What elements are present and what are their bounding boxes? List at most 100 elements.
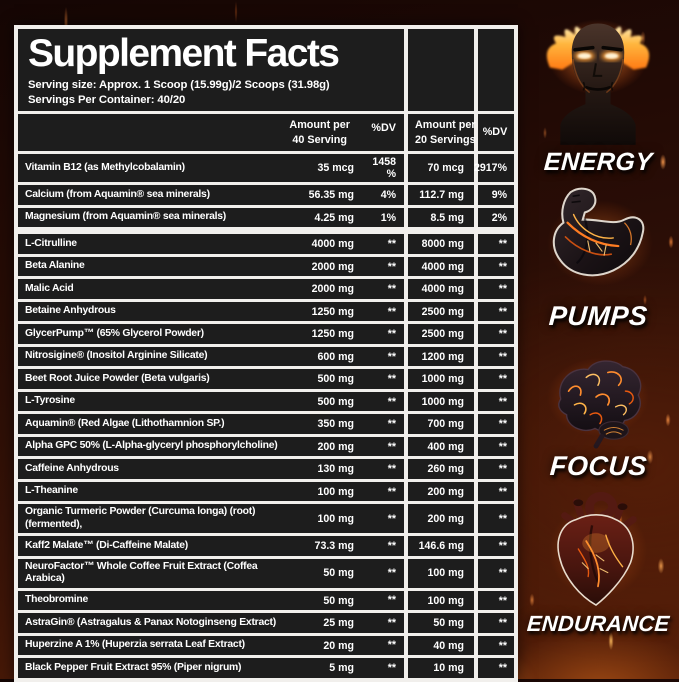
dv-per-40: ** (387, 418, 396, 430)
amount-per-40: 350 mg (317, 418, 354, 431)
dv-per-40: ** (387, 616, 396, 629)
ingredient-name: Magnesium (from Aquamin® sea minerals) (25, 211, 227, 223)
amount-per-20: 1000 mg (408, 391, 474, 412)
table-row: Calcium (from Aquamin® sea minerals) 56.… (18, 185, 514, 205)
benefit-focus: FOCUS (517, 347, 679, 482)
table-row: L-Citrulline 4000 mg ** 8000 mg ** (18, 234, 514, 254)
table-row: Aquamin® (Red Algae (Lithothamnion SP.) … (18, 414, 514, 434)
amount-per-20: 4000 mg (408, 279, 474, 299)
ingredient-name: Kaff2 Malate™ (Di-Caffeine Malate) (25, 539, 188, 551)
benefit-label-endurance: ENDURANCE (525, 611, 671, 636)
amount-per-20: 10 mg (408, 658, 474, 678)
amount-per-40: 73.3 mg (314, 540, 354, 553)
dv-per-20: ** (478, 504, 514, 534)
ingredient-name: L-Citrulline (25, 237, 77, 249)
table-row: Theobromine 50 mg ** 100 mg ** (18, 590, 514, 611)
dv-per-20: ** (478, 635, 514, 656)
header-box: Supplement Facts Serving size: Approx. 1… (18, 29, 404, 111)
amount-per-20: 40 mg (408, 635, 474, 656)
dv-per-20: ** (478, 391, 514, 412)
amount-per-40: 20 mg (323, 639, 354, 652)
dv-per-40: 4% (380, 189, 396, 201)
dv-per-20: ** (478, 346, 514, 367)
dv-per-40: ** (387, 305, 396, 318)
dv-per-20: ** (478, 369, 514, 389)
column-amount-40: Amount per 40 Serving (289, 119, 350, 146)
column-amount-20: Amount per 20 Servings (408, 114, 476, 151)
amount-per-20: 2500 mg (408, 301, 474, 322)
dv-per-40: ** (387, 512, 396, 525)
table-row: Malic Acid 2000 mg ** 4000 mg ** (18, 279, 514, 299)
ingredient-name: Beet Root Juice Powder (Beta vulgaris) (25, 372, 210, 384)
amount-per-20: 100 mg (408, 590, 474, 611)
ingredient-name: Vitamin B12 (as Methylcobalamin) (25, 161, 185, 173)
dv-per-20: 9% (478, 185, 514, 205)
table-row: AstraGin® (Astragalus & Panax Notoginsen… (18, 613, 514, 633)
column-header-main: Amount per 40 Serving %DV (18, 114, 404, 151)
brain-icon (517, 347, 679, 451)
servings-per-container-text: Servings Per Container: 40/20 (28, 94, 186, 107)
amount-per-20: 8000 mg (408, 234, 474, 254)
dv-per-40: ** (387, 328, 396, 340)
amount-per-20: 200 mg (408, 481, 474, 502)
ingredient-name: Caffeine Anhydrous (25, 462, 119, 474)
table-row: Organic Turmeric Powder (Curcuma longa) … (18, 504, 514, 534)
benefit-endurance: ENDURANCE (517, 485, 679, 637)
table-row: GlycerPump™ (65% Glycerol Powder) 1250 m… (18, 324, 514, 344)
dv-per-20: ** (478, 324, 514, 344)
dv-per-20: ** (478, 481, 514, 502)
amount-per-20: 1000 mg (408, 369, 474, 389)
dv-per-20: ** (478, 613, 514, 633)
dv-per-20: 2917% (474, 154, 514, 183)
table-row: Beet Root Juice Powder (Beta vulgaris) 5… (18, 369, 514, 389)
amount-per-20: 4000 mg (408, 256, 474, 277)
amount-per-40: 500 mg (317, 395, 354, 408)
ingredient-name: Alpha GPC 50% (L-Alpha-glyceryl phosphor… (25, 440, 278, 452)
table-row: Kaff2 Malate™ (Di-Caffeine Malate) 73.3 … (18, 536, 514, 556)
panel-header-row: Supplement Facts Serving size: Approx. 1… (18, 29, 514, 111)
ingredient-rows: Vitamin B12 (as Methylcobalamin) 35 mcg … (18, 154, 514, 678)
amount-per-20: 200 mg (408, 504, 474, 534)
amount-per-20: 112.7 mg (408, 185, 474, 205)
ingredient-name: Theobromine (25, 594, 89, 606)
dv-per-20: ** (478, 459, 514, 479)
dv-per-40: ** (387, 594, 396, 607)
ingredient-name: Black Pepper Fruit Extract 95% (Piper ni… (25, 661, 242, 673)
amount-per-40: 56.35 mg (308, 189, 354, 202)
amount-per-40: 2000 mg (311, 260, 354, 273)
ingredient-name: Organic Turmeric Powder (Curcuma longa) … (25, 506, 256, 530)
amount-per-40: 35 mcg (317, 162, 354, 175)
table-row: Nitrosigine® (Inositol Arginine Silicate… (18, 346, 514, 367)
amount-per-40: 1250 mg (311, 328, 354, 341)
supplement-facts-panel: Supplement Facts Serving size: Approx. 1… (14, 25, 518, 682)
header-spacer-box-2 (478, 29, 514, 111)
serving-info: Serving size: Approx. 1 Scoop (15.99g)/2… (28, 78, 394, 108)
amount-per-20: 1200 mg (408, 346, 474, 367)
ingredient-name: Aquamin® (Red Algae (Lithothamnion SP.) (25, 417, 225, 429)
column-dv-20: %DV (478, 114, 514, 151)
table-row: Magnesium (from Aquamin® sea minerals) 4… (18, 207, 514, 228)
amount-per-20: 260 mg (408, 459, 474, 479)
benefit-pumps: PUMPS (517, 183, 679, 332)
amount-per-40: 25 mg (323, 617, 354, 630)
header-spacer-box-1 (408, 29, 474, 111)
ingredient-name: GlycerPump™ (65% Glycerol Powder) (25, 327, 204, 339)
ingredient-name: L-Tyrosine (25, 395, 75, 407)
ingredient-name: NeuroFactor™ Whole Coffee Fruit Extract … (25, 560, 258, 585)
dv-per-40: ** (387, 440, 396, 453)
amount-per-40: 500 mg (317, 373, 354, 386)
amount-per-40: 4000 mg (311, 238, 354, 251)
table-row: Vitamin B12 (as Methylcobalamin) 35 mcg … (18, 154, 514, 183)
amount-per-40: 2000 mg (311, 283, 354, 296)
ingredient-name: Malic Acid (25, 282, 74, 294)
dv-per-40: ** (387, 539, 396, 552)
table-row: L-Tyrosine 500 mg ** 1000 mg ** (18, 391, 514, 412)
amount-per-40: 600 mg (317, 350, 354, 363)
amount-per-20: 100 mg (408, 558, 474, 588)
amount-per-20: 70 mcg (408, 154, 474, 183)
panel-title: Supplement Facts (28, 32, 340, 75)
amount-per-40: 100 mg (317, 512, 354, 525)
table-row: L-Theanine 100 mg ** 200 mg ** (18, 481, 514, 502)
benefit-label-focus: FOCUS (548, 451, 648, 481)
dv-per-40: 1% (380, 211, 396, 224)
